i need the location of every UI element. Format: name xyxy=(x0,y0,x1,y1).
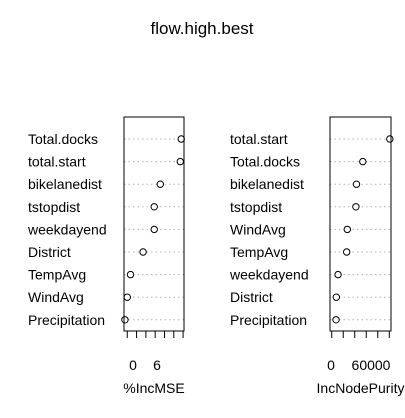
data-point xyxy=(342,248,351,256)
category-label: WindAvg xyxy=(230,221,286,237)
category-label: Precipitation xyxy=(28,312,105,328)
plot-frame xyxy=(123,116,185,332)
x-axis-label: %IncMSE xyxy=(123,380,184,396)
tick-label: 0 xyxy=(129,357,137,373)
data-point xyxy=(352,180,361,188)
category-label: weekdayend xyxy=(229,267,309,283)
category-label: tstopdist xyxy=(28,199,80,215)
category-label: total.start xyxy=(28,154,86,170)
data-point xyxy=(121,316,129,324)
data-point xyxy=(332,293,341,301)
data-point xyxy=(177,135,185,143)
data-point xyxy=(359,157,367,166)
panel-incnodepurity: total.start Total.docks bikelanedist tstopd… xyxy=(229,116,405,396)
category-label: Precipitation xyxy=(230,312,307,328)
data-point xyxy=(332,316,340,324)
tick-label: 6 xyxy=(153,357,161,373)
category-label: weekdayend xyxy=(27,221,107,237)
data-point xyxy=(150,203,158,211)
data-point xyxy=(139,248,147,256)
data-point xyxy=(386,135,394,143)
data-point xyxy=(343,225,351,234)
category-label: District xyxy=(230,289,273,305)
data-point xyxy=(176,157,184,166)
tick-label: 0 xyxy=(327,357,335,373)
category-label: Total.docks xyxy=(28,131,98,147)
category-label: bikelanedist xyxy=(230,176,304,192)
data-point xyxy=(123,293,131,301)
data-point xyxy=(126,270,135,279)
panel-incmse: Total.docks total.start bikelanedist tstopd… xyxy=(27,116,185,396)
category-label: WindAvg xyxy=(28,289,84,305)
category-label: bikelanedist xyxy=(28,176,102,192)
data-point xyxy=(334,270,342,279)
x-axis-label: IncNodePurity xyxy=(317,380,405,396)
category-label: Total.docks xyxy=(230,154,300,170)
chart-title: flow.high.best xyxy=(150,19,253,38)
category-label: TempAvg xyxy=(230,244,288,260)
data-point xyxy=(352,203,360,211)
data-point xyxy=(156,180,164,188)
category-label: TempAvg xyxy=(28,267,86,283)
tick-label: 60000 xyxy=(352,357,391,373)
category-label: total.start xyxy=(230,131,288,147)
category-label: tstopdist xyxy=(230,199,282,215)
data-point xyxy=(150,225,158,234)
category-label: District xyxy=(28,244,71,260)
